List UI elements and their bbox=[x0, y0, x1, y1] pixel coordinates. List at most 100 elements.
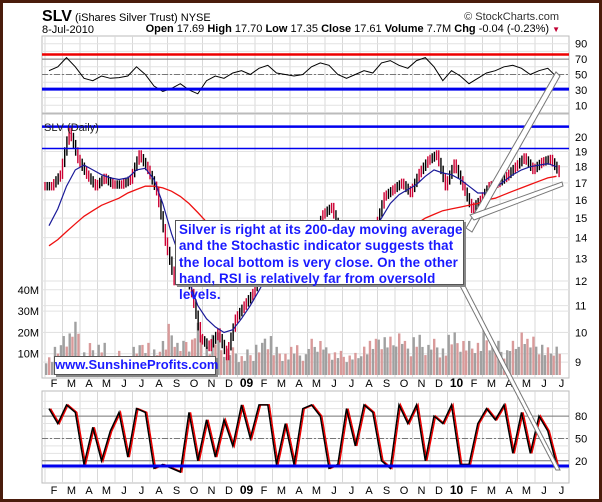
volume-bar bbox=[494, 351, 497, 375]
close-label: Close bbox=[321, 23, 352, 35]
x-tick-label: 09 bbox=[240, 376, 254, 390]
x-tick-label: M bbox=[102, 485, 111, 497]
x-tick-label: M bbox=[487, 485, 496, 497]
volume-bar bbox=[336, 358, 340, 375]
x-tick-label: S bbox=[173, 485, 180, 497]
x-tick-label: A bbox=[85, 485, 93, 497]
volume-bar bbox=[74, 321, 77, 375]
rsi-tick-label: 90 bbox=[575, 39, 587, 51]
volume-bar bbox=[287, 359, 290, 375]
volume-bar bbox=[555, 346, 558, 375]
volume-bar bbox=[532, 336, 535, 375]
x-tick-label: M bbox=[67, 378, 76, 390]
rsi-tick-label: 50 bbox=[575, 70, 587, 82]
quote-line: Open 17.69 High 17.70 Low 17.35 Close 17… bbox=[146, 23, 560, 35]
volume-bar bbox=[293, 353, 296, 375]
volume-bar bbox=[62, 336, 65, 375]
volume-bar bbox=[424, 355, 427, 375]
volume-bar bbox=[508, 351, 512, 375]
stoch-tick-label: 50 bbox=[575, 433, 587, 445]
volume-bar bbox=[325, 347, 328, 375]
volume-bar bbox=[535, 346, 538, 375]
volume-label: Volume bbox=[384, 23, 424, 35]
volume-bar bbox=[383, 337, 386, 375]
panel-sto bbox=[41, 390, 570, 484]
x-tick-label: A bbox=[295, 485, 303, 497]
volume-bar bbox=[541, 344, 544, 375]
annotation-callout: Silver is right at its 200-day moving av… bbox=[175, 220, 464, 302]
price-tick-label: 17 bbox=[575, 178, 587, 190]
volume-bar bbox=[243, 360, 246, 375]
volume-bar bbox=[278, 353, 281, 375]
x-tick-label: F bbox=[471, 485, 478, 497]
volume-bar bbox=[447, 334, 450, 375]
x-tick-label: M bbox=[522, 378, 531, 390]
stoch-tick-label: 20 bbox=[575, 456, 587, 468]
volume-bar bbox=[409, 356, 413, 375]
volume-bar bbox=[468, 340, 471, 375]
volume-bar bbox=[471, 348, 474, 375]
volume-bar bbox=[444, 355, 448, 375]
volume-bar bbox=[520, 332, 523, 375]
price-tick-label: 18 bbox=[575, 162, 587, 174]
security-name: (iShares Silver Trust) bbox=[75, 12, 178, 24]
volume-bar bbox=[304, 354, 308, 375]
volume-bar bbox=[456, 343, 459, 375]
x-tick-label: O bbox=[190, 485, 199, 497]
volume-bar bbox=[298, 355, 302, 375]
low-label: Low bbox=[265, 23, 288, 35]
volume-bar bbox=[316, 351, 319, 375]
volume-bar bbox=[386, 347, 389, 375]
x-tick-label: 10 bbox=[450, 376, 464, 390]
rsi-tick-label: 70 bbox=[575, 54, 587, 66]
volume-bar bbox=[418, 334, 421, 375]
volume-bar bbox=[255, 344, 258, 375]
stoch-tick-label: 80 bbox=[575, 411, 587, 423]
volume-bar bbox=[51, 362, 54, 375]
volume-bar bbox=[453, 332, 456, 375]
volume-bar bbox=[272, 355, 275, 375]
volume-bar bbox=[392, 345, 395, 375]
volume-bar bbox=[441, 348, 445, 375]
x-tick-label: J bbox=[139, 485, 145, 497]
watermark-link[interactable]: www.SunshineProfits.com bbox=[54, 356, 218, 375]
low-value: 17.35 bbox=[290, 23, 319, 35]
x-tick-label: F bbox=[261, 485, 268, 497]
volume-tick-label: 30M bbox=[18, 306, 39, 318]
x-tick-label: A bbox=[365, 378, 373, 390]
volume-bar bbox=[479, 351, 483, 375]
volume-bar bbox=[403, 340, 407, 375]
volume-bar bbox=[398, 333, 401, 375]
volume-bar bbox=[77, 333, 80, 375]
volume-tick-label: 10M bbox=[18, 349, 39, 361]
volume-bar bbox=[459, 351, 462, 375]
x-tick-label: J bbox=[541, 485, 547, 497]
x-tick-label: M bbox=[102, 378, 111, 390]
date: 8-Jul-2010 bbox=[42, 24, 94, 36]
volume-bar bbox=[296, 345, 299, 375]
volume-bar bbox=[517, 346, 520, 375]
x-tick-label: M bbox=[277, 378, 286, 390]
open-value: 17.69 bbox=[176, 23, 205, 35]
volume-bar bbox=[430, 349, 433, 375]
x-tick-label: 10 bbox=[450, 483, 464, 497]
volume-bar bbox=[485, 340, 488, 375]
x-tick-label: O bbox=[400, 485, 409, 497]
x-tick-label: J bbox=[331, 378, 337, 390]
x-tick-label: S bbox=[383, 485, 390, 497]
volume-bar bbox=[68, 333, 71, 375]
volume-bar bbox=[196, 322, 200, 375]
x-tick-label: D bbox=[225, 378, 233, 390]
volume-bar bbox=[333, 352, 337, 375]
volume-bar bbox=[529, 347, 532, 375]
volume-bar bbox=[549, 353, 553, 375]
volume-bar bbox=[223, 356, 226, 375]
volume-bar bbox=[354, 352, 357, 375]
copyright: © StockCharts.com bbox=[464, 11, 559, 23]
chg-value: -0.04 (-0.23%) bbox=[478, 23, 550, 35]
volume-bar bbox=[170, 335, 173, 375]
exchange: NYSE bbox=[180, 12, 211, 24]
volume-bar bbox=[465, 350, 468, 375]
volume-bar bbox=[48, 357, 51, 375]
volume-bar bbox=[366, 354, 369, 375]
